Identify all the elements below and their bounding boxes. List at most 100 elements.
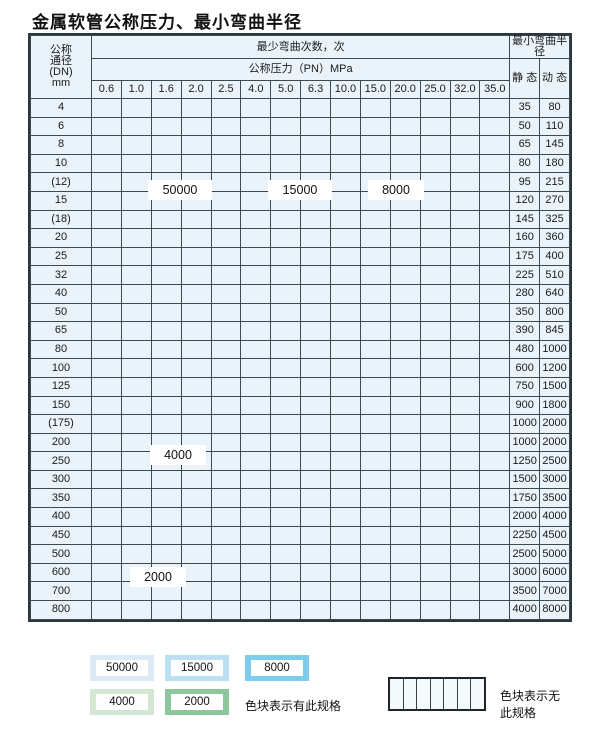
spec-cell-empty — [419, 581, 451, 602]
spec-cell-filled — [120, 302, 152, 323]
spec-cell-empty — [359, 339, 391, 360]
spec-cell-filled — [330, 283, 361, 304]
spec-cell-filled — [150, 116, 182, 137]
spec-cell-empty — [449, 246, 481, 267]
spec-cell-filled — [300, 246, 331, 267]
static-radius-value: 2500 — [509, 544, 541, 564]
spec-cell-filled — [210, 376, 242, 397]
spec-cell-empty — [330, 432, 361, 453]
spec-cell-empty — [270, 376, 302, 397]
static-radius-value: 1500 — [509, 469, 541, 490]
spec-cell-empty — [389, 265, 421, 285]
spec-cell-empty — [479, 600, 511, 620]
spec-cell-empty — [300, 488, 331, 509]
dn-value: 4 — [30, 98, 92, 118]
spec-cell-empty — [419, 600, 451, 620]
spec-cell-filled — [270, 321, 302, 341]
static-radius-value: 480 — [509, 339, 541, 360]
spec-cell-filled — [91, 469, 122, 490]
spec-cell-filled — [210, 507, 242, 527]
legend-swatch: 8000 — [245, 655, 309, 681]
spec-cell-empty — [359, 395, 391, 416]
legend-swatch-label: 15000 — [171, 660, 223, 676]
table-row: 350 1750 3500 — [30, 488, 570, 509]
spec-cell-empty — [210, 600, 242, 620]
spec-cell-filled — [359, 228, 391, 248]
spec-cell-filled — [120, 376, 152, 397]
spec-cell-filled — [180, 116, 212, 137]
dn-value: 10 — [30, 153, 92, 174]
spec-cell-empty — [449, 190, 481, 211]
spec-cell-filled — [150, 302, 182, 323]
dn-value: 6 — [30, 116, 92, 137]
spec-cell-empty — [479, 358, 511, 378]
spec-cell-filled — [240, 469, 272, 490]
dynamic-radius-value: 270 — [539, 190, 570, 211]
dn-value: 50 — [30, 302, 92, 323]
spec-cell-filled — [300, 116, 331, 137]
spec-cell-filled — [240, 265, 272, 285]
dynamic-radius-value: 360 — [539, 228, 570, 248]
spec-cell-empty — [270, 525, 302, 546]
dynamic-radius-value: 640 — [539, 283, 570, 304]
spec-cell-filled — [120, 600, 152, 620]
spec-cell-empty — [479, 228, 511, 248]
table-row: (18) 145 325 — [30, 209, 570, 230]
spec-cell-empty — [389, 525, 421, 546]
spec-cell-empty — [359, 600, 391, 620]
spec-cell-filled — [270, 283, 302, 304]
spec-cell-filled — [91, 414, 122, 434]
spec-cell-filled — [210, 190, 242, 211]
dn-value: 32 — [30, 265, 92, 285]
spec-cell-empty — [449, 469, 481, 490]
spec-cell-filled — [240, 246, 272, 267]
spec-cell-filled — [330, 116, 361, 137]
spec-cell-empty — [449, 451, 481, 471]
hatch-bar — [471, 679, 484, 709]
spec-cell-filled — [120, 135, 152, 155]
spec-cell-filled — [180, 302, 212, 323]
legend-no-spec-label: 色块表示无此规格 — [500, 689, 561, 720]
spec-cell-filled — [210, 209, 242, 230]
legend-swatch: 50000 — [90, 655, 154, 681]
spec-cell-filled — [270, 302, 302, 323]
table-row: 4 35 80 — [30, 98, 570, 118]
spec-cell-filled — [240, 414, 272, 434]
spec-cell-filled — [91, 190, 122, 211]
dn-value: 25 — [30, 246, 92, 267]
table-row: 300 1500 3000 — [30, 469, 570, 490]
dn-value: 150 — [30, 395, 92, 416]
spec-cell-empty — [389, 600, 421, 620]
spec-cell-filled — [300, 228, 331, 248]
spec-cell-filled — [91, 172, 122, 192]
spec-cell-filled — [210, 395, 242, 416]
spec-cell-filled — [120, 507, 152, 527]
spec-cell-empty — [270, 395, 302, 416]
table-row: 20 160 360 — [30, 228, 570, 248]
dn-value: 200 — [30, 432, 92, 453]
spec-cell-filled — [91, 135, 122, 155]
spec-cell-empty — [240, 525, 272, 546]
spec-cell-filled — [240, 153, 272, 174]
spec-cell-filled — [389, 116, 421, 137]
spec-cell-empty — [330, 339, 361, 360]
spec-cell-empty — [419, 358, 451, 378]
static-radius-value: 4000 — [509, 600, 541, 620]
spec-cell-filled — [120, 544, 152, 564]
spec-cell-filled — [91, 544, 122, 564]
spec-cell-filled — [359, 246, 391, 267]
spec-cell-empty — [479, 432, 511, 453]
dynamic-radius-value: 80 — [539, 98, 570, 118]
spec-cell-empty — [359, 525, 391, 546]
hatch-bar — [390, 679, 404, 709]
header-dn-line-2: 通径 — [50, 55, 72, 67]
table-row: 700 3500 7000 — [30, 581, 570, 602]
spec-cell-empty — [389, 432, 421, 453]
spec-cell-filled — [330, 98, 361, 118]
spec-cell-empty — [479, 488, 511, 509]
spec-cell-filled — [91, 321, 122, 341]
spec-cell-empty — [270, 358, 302, 378]
spec-cell-filled — [150, 507, 182, 527]
spec-cell-filled — [120, 98, 152, 118]
header-pressure-col-8: 10.0 — [330, 80, 361, 99]
